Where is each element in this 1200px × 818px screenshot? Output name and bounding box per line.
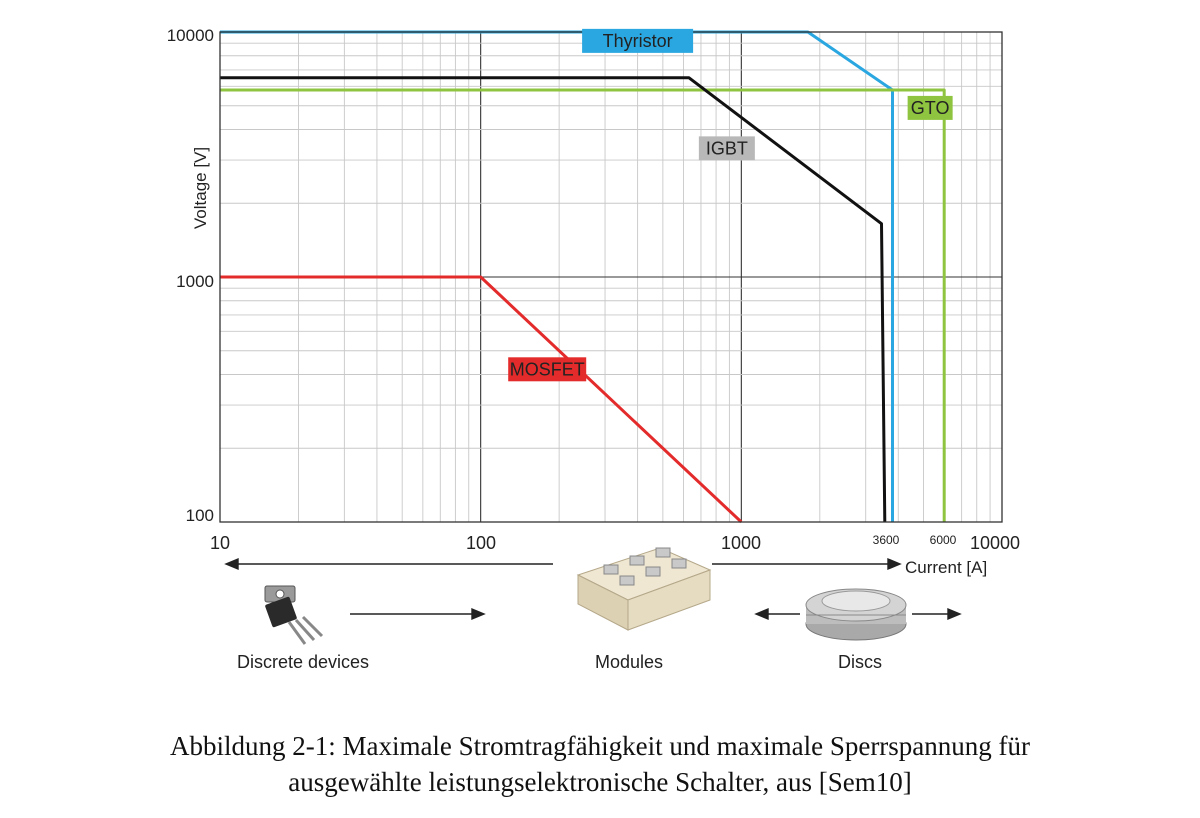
series-tag-bg-mosfet (508, 357, 587, 382)
x-tick-6000: 6000 (930, 533, 957, 547)
caption-line-2: ausgewählte leistungselektronische Schal… (288, 767, 912, 797)
voltage-current-chart: Thyristor GTO IGBT MOSFET 10000 1000 100 10… (167, 26, 1020, 672)
series-tag-mosfet: MOSFET (510, 359, 585, 379)
series-tag-bg-igbt (698, 136, 755, 161)
x-tick-10000: 10000 (970, 533, 1020, 553)
device-label-discrete: Discrete devices (237, 652, 369, 672)
caption-line-1: Abbildung 2-1: Maximale Stromtragfähigke… (169, 731, 1031, 761)
series-tags: Thyristor GTO IGBT MOSFET (508, 28, 953, 382)
series-tag-thyristor: Thyristor (603, 31, 673, 51)
discrete-device-icon (264, 585, 324, 645)
y-axis-label: Voltage [V] (191, 147, 210, 229)
x-tick-100: 100 (466, 533, 496, 553)
disc-device-icon (805, 588, 907, 641)
series-line-igbt (220, 76, 887, 523)
series-tag-gto: GTO (911, 98, 950, 118)
series-line-gto (220, 88, 946, 522)
x-axis-label: Current [A] (905, 558, 987, 577)
device-label-modules: Modules (595, 652, 663, 672)
device-label-discs: Discs (838, 652, 882, 672)
power-module-icon (576, 547, 712, 631)
figure-caption: Abbildung 2-1: Maximale Stromtragfähigke… (0, 728, 1200, 800)
series-tag-igbt: IGBT (706, 138, 748, 158)
y-tick-100: 100 (186, 506, 214, 525)
y-tick-1000: 1000 (176, 272, 214, 291)
series-line-mosfet (220, 275, 743, 524)
x-tick-1000: 1000 (721, 533, 761, 553)
y-tick-10000: 10000 (167, 26, 214, 45)
series-tag-bg-thyristor (582, 28, 694, 53)
x-tick-3600: 3600 (873, 533, 900, 547)
x-tick-10: 10 (210, 533, 230, 553)
series-tag-bg-gto (907, 95, 953, 120)
range-arrows (224, 557, 962, 621)
